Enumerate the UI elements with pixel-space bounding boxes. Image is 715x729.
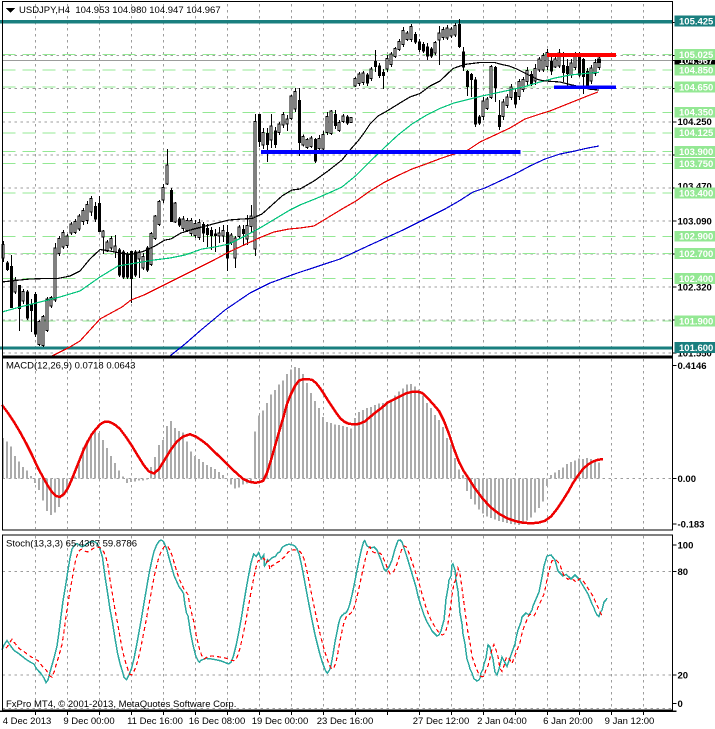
svg-text:USDJPY,H4 104.953 104.980 104: USDJPY,H4 104.953 104.980 104.947 104.96… [19,5,221,16]
svg-text:Stoch(13,3,3) 65.4367 59.8786: Stoch(13,3,3) 65.4367 59.8786 [6,539,137,550]
svg-text:101.550: 101.550 [678,349,712,360]
svg-text:9 Jan 12:00: 9 Jan 12:00 [605,716,655,727]
svg-text:-0.183: -0.183 [678,519,705,530]
svg-text:104.650: 104.650 [679,82,713,93]
svg-text:0: 0 [678,699,683,710]
svg-text:27 Dec 12:00: 27 Dec 12:00 [413,716,470,727]
svg-text:100: 100 [678,540,694,551]
svg-text:MACD(12,26,9) 0.0718 0.0643: MACD(12,26,9) 0.0718 0.0643 [6,361,135,372]
svg-text:103.750: 103.750 [679,159,713,170]
svg-text:FxPro MT4, © 2001-2013, MetaQu: FxPro MT4, © 2001-2013, MetaQuotes Softw… [6,699,236,710]
svg-text:102.700: 102.700 [679,249,713,260]
svg-text:0.4146: 0.4146 [678,361,707,372]
svg-text:9 Dec 00:00: 9 Dec 00:00 [63,716,114,727]
svg-text:103.900: 103.900 [679,147,713,158]
svg-text:103.400: 103.400 [679,188,713,199]
svg-text:104.350: 104.350 [679,108,713,119]
svg-text:104.850: 104.850 [679,65,713,76]
svg-text:80: 80 [678,567,689,578]
svg-text:101.600: 101.600 [679,343,713,354]
svg-text:102.900: 102.900 [679,232,713,243]
svg-text:105.425: 105.425 [679,16,714,27]
svg-text:2 Jan 04:00: 2 Jan 04:00 [477,716,527,727]
svg-text:104.250: 104.250 [678,117,712,128]
svg-text:101.900: 101.900 [679,316,713,327]
svg-text:16 Dec 08:00: 16 Dec 08:00 [189,716,246,727]
svg-text:19 Dec 00:00: 19 Dec 00:00 [252,716,309,727]
svg-text:104.967: 104.967 [679,56,713,67]
svg-text:6 Jan 20:00: 6 Jan 20:00 [543,716,593,727]
svg-text:23 Dec 16:00: 23 Dec 16:00 [317,716,374,727]
svg-text:0.00: 0.00 [678,474,697,485]
svg-text:102.400: 102.400 [679,274,713,285]
svg-text:103.090: 103.090 [678,216,712,227]
svg-text:4 Dec 2013: 4 Dec 2013 [3,716,52,727]
svg-text:104.125: 104.125 [679,128,714,139]
svg-text:102.320: 102.320 [678,282,712,293]
svg-text:20: 20 [678,670,689,681]
svg-text:103.470: 103.470 [678,182,712,193]
svg-text:105.025: 105.025 [679,50,714,61]
svg-text:11 Dec 16:00: 11 Dec 16:00 [127,716,183,727]
